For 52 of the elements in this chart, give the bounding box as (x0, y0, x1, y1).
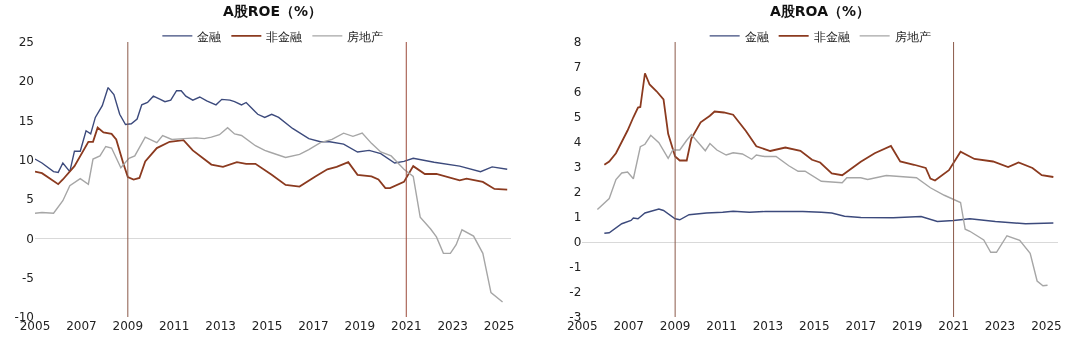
y-tick-label: 0 (573, 235, 582, 250)
y-tick-label: -2 (569, 285, 582, 300)
y-tick-label: 0 (26, 231, 34, 246)
x-tick-label: 2019 (344, 319, 376, 333)
legend-label: 金融 (197, 29, 222, 44)
legend-label: 非金融 (813, 29, 850, 44)
x-tick-label: 2007 (66, 319, 97, 333)
line-series (603, 72, 1055, 182)
x-tick-label: 2017 (845, 319, 877, 333)
y-tick-label: 5 (26, 192, 34, 207)
x-tick-label: 2011 (706, 319, 737, 333)
y-tick-label: 6 (573, 85, 582, 100)
y-tick-label: 20 (18, 74, 34, 89)
y-tick-label: -5 (22, 270, 34, 285)
x-tick-label: 2009 (659, 319, 691, 333)
y-tick-label: 3 (573, 160, 582, 175)
legend-label: 房地产 (894, 29, 931, 44)
legend-label: 房地产 (347, 29, 384, 44)
x-tick-label: 2025 (483, 319, 515, 333)
line-series (35, 126, 504, 303)
y-tick-label: 10 (18, 153, 34, 168)
y-tick-label: 7 (573, 60, 582, 75)
x-tick-label: 2013 (205, 319, 236, 333)
chart-title: A股ROA（%） (770, 3, 871, 19)
y-tick-label: 8 (573, 35, 582, 50)
y-tick-label: 1 (573, 210, 582, 225)
y-tick-label: 5 (573, 110, 582, 125)
x-tick-label: 2021 (938, 319, 969, 333)
x-tick-label: 2017 (298, 319, 329, 333)
x-tick-label: 2015 (251, 319, 283, 333)
line-series (603, 208, 1055, 234)
x-tick-label: 2019 (891, 319, 923, 333)
x-tick-label: 2023 (984, 319, 1016, 333)
legend-label: 非金融 (266, 29, 303, 44)
x-tick-label: 2025 (1031, 319, 1062, 333)
x-tick-label: 2023 (437, 319, 468, 333)
x-tick-label: 2009 (112, 319, 144, 333)
y-tick-label: 2 (573, 185, 582, 200)
chart-title: A股ROE（%） (223, 3, 323, 19)
line-series (35, 86, 508, 174)
y-tick-label: 15 (18, 113, 34, 128)
y-tick-label: -1 (569, 260, 582, 275)
x-tick-label: 2015 (799, 319, 830, 333)
y-tick-label: 4 (573, 135, 582, 150)
line-series (35, 126, 509, 191)
y-tick-label: 25 (18, 35, 34, 50)
x-tick-label: 2011 (158, 319, 190, 333)
line-series (596, 133, 1049, 287)
legend-label: 金融 (744, 29, 769, 44)
x-tick-label: 2021 (391, 319, 422, 333)
x-tick-label: 2007 (613, 319, 644, 333)
x-tick-label: 2013 (752, 319, 784, 333)
